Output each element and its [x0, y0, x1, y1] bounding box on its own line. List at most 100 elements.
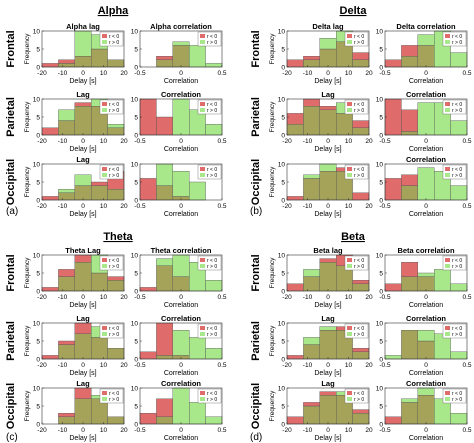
subplot-title: Beta lag — [313, 246, 343, 255]
x-tick-label: 0 — [424, 70, 428, 77]
x-tick-label: 20 — [365, 138, 373, 145]
x-tick-label: 20 — [365, 203, 373, 210]
bar-overlap — [156, 59, 173, 68]
legend-swatch-neg — [200, 34, 205, 38]
x-tick-label: 0 — [424, 203, 428, 210]
bar-overlap — [352, 283, 370, 292]
legend-swatch-neg — [347, 258, 352, 262]
legend-label-neg: r < 0 — [109, 258, 119, 264]
x-tick-label: -0.5 — [379, 427, 391, 434]
bar-overlap — [286, 123, 304, 136]
legend-label-neg: r < 0 — [452, 102, 462, 108]
y-tick-label: 5 — [134, 404, 138, 411]
bar-r-neg — [352, 409, 370, 414]
bar-r-pos — [450, 413, 468, 425]
legend-label-pos: r > 0 — [207, 397, 217, 403]
x-tick-label: 0.5 — [462, 362, 471, 369]
x-tick-label: 0.5 — [217, 70, 226, 77]
legend-swatch-pos — [200, 108, 205, 112]
bar-r-neg — [41, 355, 59, 360]
legend-label-neg: r < 0 — [354, 167, 364, 173]
subplot-title: Correlation — [161, 379, 201, 388]
y-tick-label: 10 — [376, 162, 384, 169]
bar-overlap — [58, 63, 76, 68]
x-tick-label: 10 — [345, 362, 353, 369]
subplot-title: Theta correlation — [151, 246, 212, 255]
panel-letter-a: (a) — [6, 206, 18, 217]
bar-r-neg — [139, 98, 157, 136]
legend-label-pos: r > 0 — [452, 332, 462, 338]
bar-r-pos — [319, 38, 337, 50]
x-tick-label: -0.5 — [134, 203, 146, 210]
bar-overlap — [401, 276, 418, 292]
legend-label-neg: r < 0 — [109, 34, 119, 40]
legend-label-pos: r > 0 — [207, 264, 217, 270]
legend-swatch-neg — [200, 326, 205, 330]
chart-b-frontal-lag: 0 5 10 -20 -10 0 10 20 Delta lag Frequency Delay [… — [269, 22, 373, 85]
y-tick-label: 10 — [376, 253, 384, 260]
x-axis-label: Delay [s] — [314, 78, 341, 85]
y-tick-label: 0 — [134, 133, 138, 140]
bar-overlap — [303, 405, 320, 425]
y-tick-label: 0 — [281, 357, 285, 364]
bar-r-neg — [401, 45, 418, 57]
chart-c-occipital-lag: 0 5 10 -20 -10 0 10 20 Lag Frequency Delay [s] r < … — [24, 379, 128, 442]
bar-r-neg — [286, 416, 304, 425]
legend-swatch-pos — [200, 332, 205, 336]
x-tick-label: 20 — [120, 427, 128, 434]
x-tick-label: -20 — [282, 138, 292, 145]
legend-swatch-neg — [347, 326, 352, 330]
bar-overlap — [401, 402, 418, 425]
bar-overlap — [352, 59, 370, 68]
x-tick-label: 0 — [81, 362, 85, 369]
legend-label-neg: r < 0 — [109, 102, 119, 108]
bar-r-pos — [74, 30, 92, 57]
subplot-title: Correlation — [406, 155, 446, 164]
y-tick-label: 5 — [36, 339, 40, 346]
x-tick-label: 10 — [345, 294, 353, 301]
x-tick-label: 0 — [326, 362, 330, 369]
bar-r-pos — [384, 355, 402, 360]
row-label-parietal-d: Parietal — [250, 321, 262, 361]
subplot-title: Theta Lag — [65, 246, 101, 255]
y-tick-label: 0 — [134, 289, 138, 296]
x-tick-label: 10 — [345, 70, 353, 77]
bar-r-pos — [156, 163, 173, 186]
row-label-parietal-b: Parietal — [250, 97, 262, 137]
x-tick-label: -10 — [303, 70, 313, 77]
y-axis-label: Frequency — [24, 33, 31, 64]
x-tick-label: -0.5 — [134, 294, 146, 301]
bar-r-pos — [205, 123, 223, 136]
x-tick-label: 0 — [179, 138, 183, 145]
x-tick-label: 10 — [100, 294, 108, 301]
legend-label-neg: r < 0 — [207, 391, 217, 397]
x-tick-label: 20 — [365, 70, 373, 77]
legend-label-neg: r < 0 — [354, 326, 364, 332]
bar-overlap — [107, 416, 125, 425]
y-tick-label: 10 — [376, 29, 384, 36]
chart-d-occipital-lag: 0 5 10 -20 -10 0 10 20 Lag Frequency Delay [s] r < … — [269, 379, 373, 442]
bar-overlap — [417, 45, 435, 68]
y-axis-label: Frequency — [269, 390, 276, 421]
bar-r-pos — [401, 398, 418, 403]
bar-overlap — [90, 48, 108, 68]
x-axis-label: Delay [s] — [69, 370, 96, 377]
bar-r-neg — [156, 322, 173, 356]
x-tick-label: -10 — [58, 294, 68, 301]
row-label-parietal-c: Parietal — [5, 321, 17, 361]
legend-swatch-pos — [347, 264, 352, 268]
bar-r-pos — [417, 167, 435, 201]
bar-r-neg — [384, 98, 402, 136]
bar-overlap — [336, 113, 353, 136]
bar-overlap — [58, 120, 76, 136]
legend-swatch-pos — [102, 397, 107, 401]
x-tick-label: -0.5 — [134, 362, 146, 369]
legend-label-pos: r > 0 — [207, 173, 217, 179]
x-axis-label: Delay [s] — [69, 435, 96, 442]
legend-label-pos: r > 0 — [354, 108, 364, 114]
x-tick-label: 10 — [100, 203, 108, 210]
panel-title-a: Alpha — [98, 5, 129, 17]
panel-title-c: Theta — [103, 231, 133, 243]
